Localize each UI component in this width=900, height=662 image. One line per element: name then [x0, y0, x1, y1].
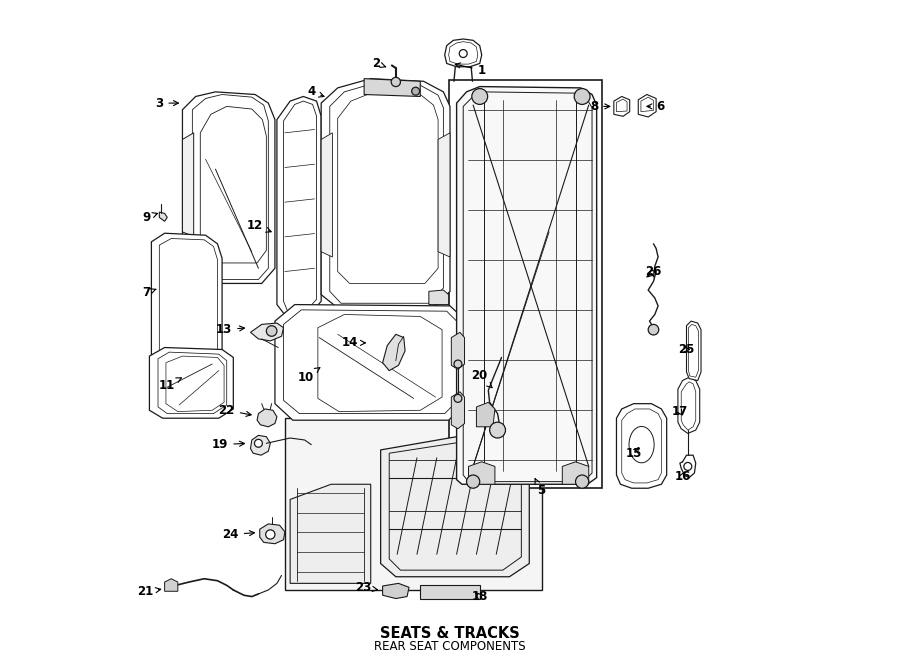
Text: 3: 3 [156, 97, 178, 110]
Text: 2: 2 [372, 57, 386, 70]
Text: 4: 4 [307, 85, 324, 99]
Polygon shape [159, 212, 167, 221]
Polygon shape [678, 377, 699, 434]
Text: REAR SEAT COMPONENTS: REAR SEAT COMPONENTS [374, 640, 526, 653]
Text: 5: 5 [535, 479, 545, 497]
Text: 15: 15 [626, 447, 642, 459]
Ellipse shape [629, 426, 654, 463]
Text: 13: 13 [216, 323, 245, 336]
Circle shape [459, 50, 467, 58]
Circle shape [490, 422, 506, 438]
Polygon shape [250, 323, 284, 341]
Circle shape [466, 475, 480, 489]
Text: SEATS & TRACKS: SEATS & TRACKS [380, 626, 520, 641]
Circle shape [472, 89, 488, 105]
Polygon shape [687, 321, 701, 381]
Polygon shape [364, 79, 420, 97]
Circle shape [266, 530, 274, 539]
Polygon shape [451, 332, 464, 369]
Polygon shape [183, 92, 274, 283]
Circle shape [411, 87, 419, 95]
FancyBboxPatch shape [469, 123, 526, 201]
Text: 10: 10 [298, 367, 320, 384]
Polygon shape [476, 402, 495, 427]
Circle shape [266, 326, 277, 336]
Circle shape [255, 440, 263, 448]
Polygon shape [469, 462, 495, 485]
Circle shape [454, 395, 462, 402]
Text: 7: 7 [142, 286, 156, 299]
Text: 14: 14 [341, 336, 365, 350]
Text: 8: 8 [590, 100, 610, 113]
Text: 25: 25 [679, 343, 695, 356]
FancyBboxPatch shape [527, 215, 585, 293]
Text: 18: 18 [472, 590, 488, 603]
Polygon shape [429, 290, 449, 305]
Polygon shape [260, 524, 284, 544]
Circle shape [684, 463, 692, 471]
Text: 23: 23 [355, 581, 377, 594]
Polygon shape [277, 97, 321, 316]
Polygon shape [616, 404, 667, 489]
Polygon shape [284, 418, 543, 590]
Polygon shape [614, 97, 630, 117]
Bar [404, 85, 413, 91]
Polygon shape [165, 579, 178, 591]
Polygon shape [381, 437, 529, 577]
Text: 24: 24 [222, 528, 255, 541]
Circle shape [454, 360, 462, 368]
Text: 12: 12 [247, 219, 271, 232]
Text: 17: 17 [671, 405, 688, 418]
Polygon shape [321, 133, 332, 257]
Text: 21: 21 [137, 585, 160, 598]
Bar [374, 85, 382, 91]
Polygon shape [250, 436, 270, 455]
Text: 11: 11 [159, 378, 182, 392]
Text: 26: 26 [645, 265, 662, 278]
Polygon shape [382, 334, 405, 371]
Polygon shape [321, 79, 450, 308]
Polygon shape [562, 462, 589, 485]
Text: 16: 16 [674, 470, 690, 483]
Polygon shape [151, 233, 222, 365]
Bar [420, 585, 480, 598]
Polygon shape [183, 133, 194, 236]
Polygon shape [456, 87, 597, 485]
Text: 1: 1 [455, 63, 486, 77]
Polygon shape [257, 409, 277, 427]
Circle shape [648, 324, 659, 335]
Bar [449, 80, 602, 489]
Circle shape [392, 77, 400, 87]
Polygon shape [274, 305, 466, 420]
Text: 22: 22 [219, 404, 251, 417]
Polygon shape [451, 392, 464, 429]
Text: 6: 6 [647, 100, 664, 113]
Text: 19: 19 [212, 438, 245, 451]
Text: 20: 20 [472, 369, 492, 388]
Polygon shape [149, 348, 233, 418]
Polygon shape [382, 583, 409, 598]
Polygon shape [638, 95, 656, 117]
Circle shape [574, 89, 590, 105]
Bar [391, 85, 400, 91]
Polygon shape [290, 485, 371, 583]
Polygon shape [438, 133, 450, 257]
Circle shape [575, 475, 589, 489]
Text: 9: 9 [142, 211, 157, 224]
Polygon shape [445, 39, 482, 67]
